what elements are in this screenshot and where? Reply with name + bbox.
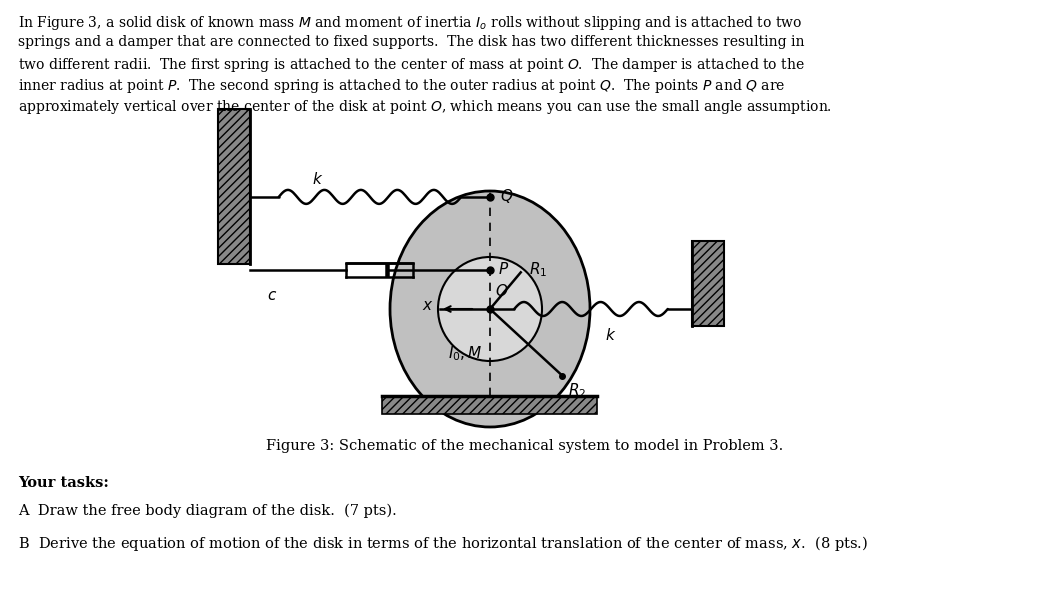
- Ellipse shape: [438, 257, 542, 361]
- Text: B  Derive the equation of motion of the disk in terms of the horizontal translat: B Derive the equation of motion of the d…: [18, 534, 868, 553]
- Ellipse shape: [390, 191, 590, 427]
- Text: $O$: $O$: [495, 283, 509, 299]
- Text: $c$: $c$: [267, 288, 277, 303]
- Text: $Q$: $Q$: [500, 187, 513, 205]
- Text: $k$: $k$: [311, 171, 323, 187]
- Text: two different radii.  The first spring is attached to the center of mass at poin: two different radii. The first spring is…: [18, 56, 805, 74]
- Text: inner radius at point $P$.  The second spring is attached to the outer radius at: inner radius at point $P$. The second sp…: [18, 77, 785, 95]
- Text: springs and a damper that are connected to fixed supports.  The disk has two dif: springs and a damper that are connected …: [18, 35, 804, 49]
- Text: $I_0, M$: $I_0, M$: [448, 345, 482, 364]
- Text: In Figure 3, a solid disk of known mass $M$ and moment of inertia $I_o$ rolls wi: In Figure 3, a solid disk of known mass …: [18, 14, 802, 32]
- Bar: [692, 241, 724, 326]
- Text: $R_2$: $R_2$: [569, 381, 586, 400]
- Text: Your tasks:: Your tasks:: [18, 476, 109, 490]
- Bar: [218, 109, 250, 264]
- Text: $R_1$: $R_1$: [529, 260, 548, 279]
- Text: $x$: $x$: [423, 299, 434, 314]
- Text: Figure 3: Schematic of the mechanical system to model in Problem 3.: Figure 3: Schematic of the mechanical sy…: [266, 439, 784, 453]
- Text: $P$: $P$: [498, 261, 509, 277]
- Text: approximately vertical over the center of the disk at point $O$, which means you: approximately vertical over the center o…: [18, 98, 832, 116]
- Bar: [382, 396, 597, 414]
- Text: A  Draw the free body diagram of the disk.  (7 pts).: A Draw the free body diagram of the disk…: [18, 504, 396, 519]
- Text: $k$: $k$: [605, 327, 617, 343]
